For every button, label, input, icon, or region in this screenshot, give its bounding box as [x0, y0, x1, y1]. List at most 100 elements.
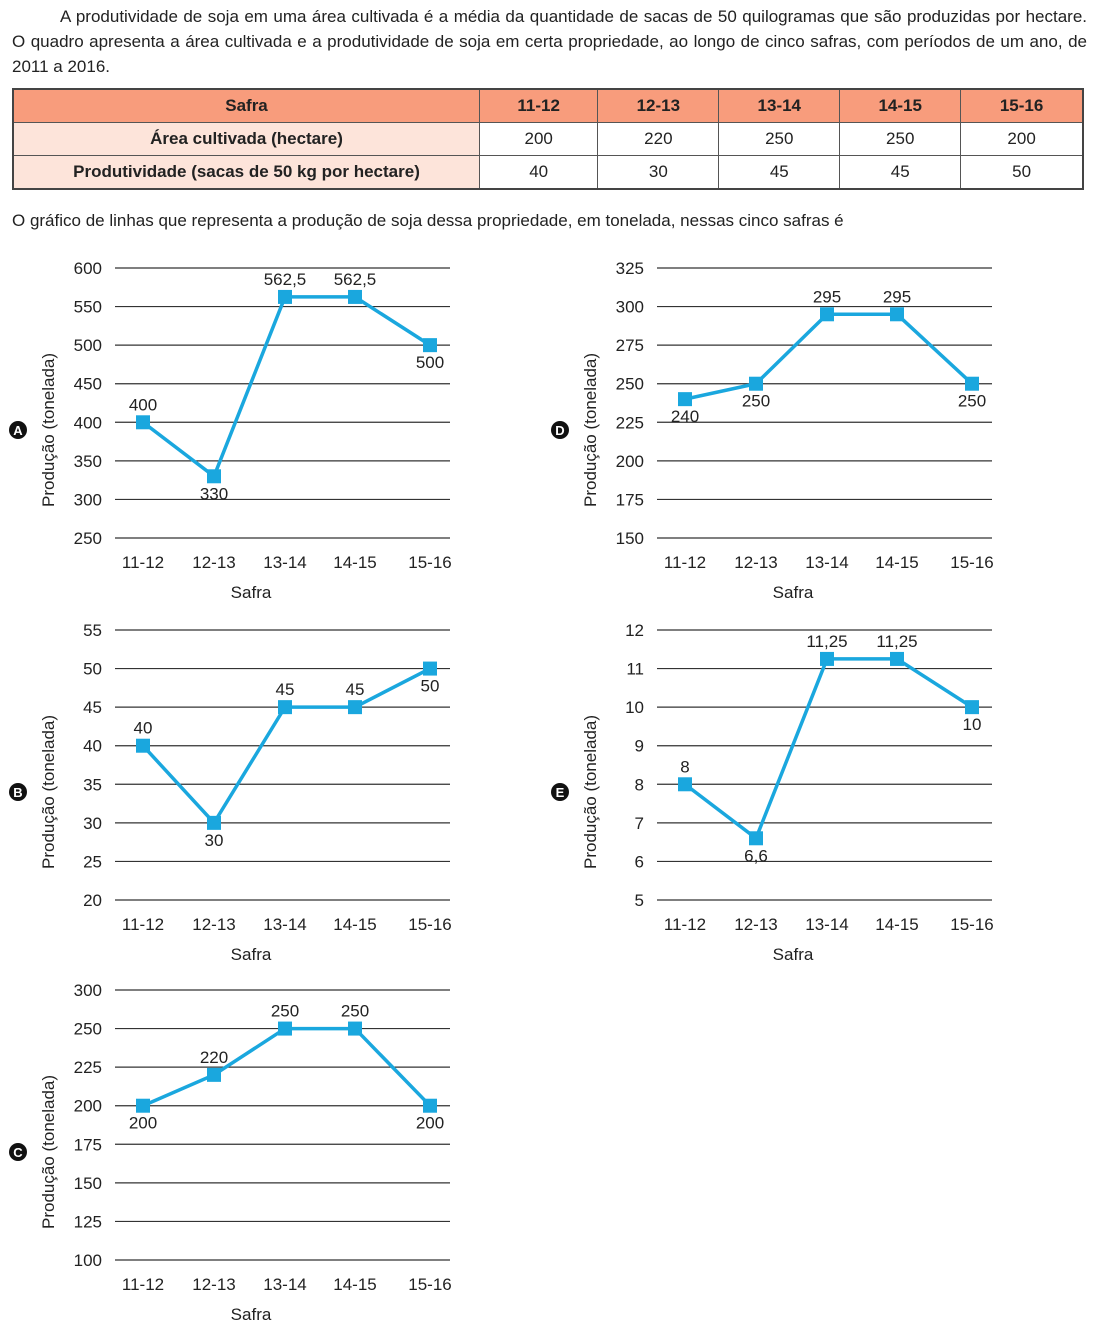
x-tick-label: 14-15	[875, 915, 918, 934]
data-point	[965, 376, 979, 391]
series-line	[684, 312, 974, 401]
option-letter: C	[13, 1145, 23, 1160]
data-label: 45	[276, 680, 295, 699]
y-tick-label: 200	[74, 1097, 102, 1116]
table-header-cell: 12-13	[597, 88, 720, 123]
x-tick-label: 13-14	[805, 553, 848, 572]
data-point	[207, 815, 221, 830]
x-tick-label: 15-16	[950, 553, 993, 572]
y-tick-label: 175	[616, 490, 644, 509]
table-cell: 30	[597, 155, 720, 190]
data-point	[348, 700, 362, 715]
x-tick-label: 13-14	[263, 1275, 306, 1294]
table-row: Área cultivada (hectare) 200 220 250 250…	[12, 122, 1084, 156]
data-label: 250	[271, 1002, 299, 1021]
data-label: 500	[416, 353, 444, 372]
y-tick-label: 325	[616, 259, 644, 278]
y-tick-label: 125	[74, 1212, 102, 1231]
x-tick-label: 12-13	[192, 553, 235, 572]
table-header-cell: Safra	[12, 88, 480, 123]
data-label: 562,5	[264, 270, 307, 289]
x-tick-label: 12-13	[734, 915, 777, 934]
y-tick-label: 50	[83, 660, 102, 679]
data-table: Safra 11-12 12-13 13-14 14-15 15-16 Área…	[12, 88, 1084, 190]
y-tick-label: 250	[616, 375, 644, 394]
table-cell: 250	[839, 122, 962, 156]
y-tick-label: 6	[635, 852, 644, 871]
y-tick-label: 250	[74, 529, 102, 548]
x-tick-label: 15-16	[408, 1275, 451, 1294]
intro-text: A produtividade de soja em uma área cult…	[12, 7, 1087, 76]
y-tick-label: 300	[74, 981, 102, 1000]
y-tick-label: 55	[83, 621, 102, 640]
question-text: O gráfico de linhas que representa a pro…	[12, 211, 844, 230]
y-tick-label: 550	[74, 298, 102, 317]
y-tick-label: 9	[635, 737, 644, 756]
x-tick-label: 11-12	[122, 915, 164, 934]
data-label: 10	[963, 715, 982, 734]
data-label: 200	[416, 1114, 444, 1133]
x-tick-label: 12-13	[734, 553, 777, 572]
option-letter: D	[555, 423, 564, 438]
table-cell: 45	[839, 155, 962, 190]
option-letter: E	[556, 785, 565, 800]
chart-option-c: 100 125 150 175 200 225 250 300 11-12 12-13 13-14 1…	[9, 981, 452, 1324]
x-axis-title: Safra	[231, 1305, 272, 1324]
data-label: 6,6	[744, 846, 768, 865]
y-tick-label: 8	[635, 775, 644, 794]
data-label: 45	[346, 680, 365, 699]
y-tick-label: 300	[616, 298, 644, 317]
data-point	[207, 469, 221, 484]
data-point	[820, 307, 834, 322]
x-tick-label: 12-13	[192, 915, 235, 934]
y-tick-label: 225	[74, 1058, 102, 1077]
data-point	[749, 376, 763, 391]
chart-option-e: 5 6 7 8 9 10 11 12 11-12 12-13 13-14 14-15 15-16 Safr…	[551, 621, 994, 964]
x-tick-label: 11-12	[664, 915, 706, 934]
data-label: 295	[813, 287, 841, 306]
data-point	[278, 700, 292, 715]
y-tick-label: 7	[635, 814, 644, 833]
series-line	[683, 657, 973, 842]
table-row-header: Área cultivada (hectare)	[12, 122, 480, 156]
y-tick-label: 12	[625, 621, 644, 640]
data-label: 11,25	[876, 632, 917, 651]
data-label: 295	[883, 287, 911, 306]
table-cell: 50	[960, 155, 1084, 190]
x-tick-label: 11-12	[122, 553, 164, 572]
y-tick-label: 35	[83, 775, 102, 794]
y-tick-label: 40	[83, 737, 102, 756]
data-point	[278, 289, 292, 304]
data-label: 50	[421, 677, 440, 696]
table-cell: 200	[960, 122, 1084, 156]
table-header-row: Safra 11-12 12-13 13-14 14-15 15-16	[12, 88, 1084, 123]
y-tick-label: 350	[74, 452, 102, 471]
table-header-cell: 15-16	[960, 88, 1084, 123]
data-label: 30	[205, 831, 224, 850]
data-point	[278, 1021, 292, 1036]
data-point	[348, 289, 362, 304]
data-point	[678, 777, 692, 792]
y-tick-label: 450	[74, 375, 102, 394]
data-point	[678, 392, 692, 407]
data-label: 400	[129, 395, 157, 414]
y-tick-label: 45	[83, 698, 102, 717]
x-tick-label: 14-15	[333, 1275, 376, 1294]
y-tick-label: 200	[616, 452, 644, 471]
x-tick-label: 14-15	[875, 553, 918, 572]
chart-option-d: 150 175 200 225 250 275 300 325 11-12 12-13 13-14 1…	[551, 259, 994, 602]
data-point	[423, 338, 437, 353]
data-label: 562,5	[334, 270, 377, 289]
x-axis-title: Safra	[773, 583, 814, 602]
data-point	[890, 307, 904, 322]
y-tick-label: 30	[83, 814, 102, 833]
option-badge	[9, 783, 27, 801]
chart-option-b: 20 25 30 35 40 45 50 55 11-12 12-13 13-14 14-15 15-1…	[9, 621, 452, 964]
x-axis-title: Safra	[773, 945, 814, 964]
option-badge	[9, 421, 27, 439]
table-cell: 40	[478, 155, 599, 190]
data-point	[965, 700, 979, 715]
data-point	[136, 415, 150, 430]
data-point	[348, 1021, 362, 1036]
option-letter: B	[13, 785, 22, 800]
